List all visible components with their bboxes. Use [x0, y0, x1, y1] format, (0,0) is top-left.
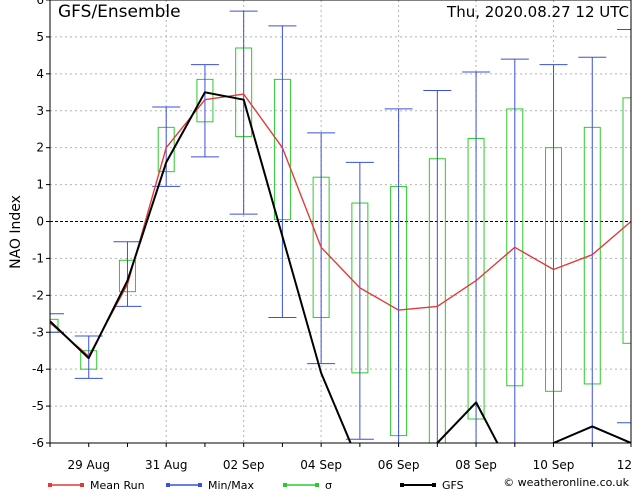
y-tick-label: 2 — [36, 141, 44, 155]
y-tick-label: 1 — [36, 178, 44, 192]
y-tick-label: 6 — [36, 0, 44, 7]
legend-marker — [80, 483, 84, 487]
x-tick-label: 29 Aug — [67, 458, 110, 472]
x-tick-label: 06 Sep — [378, 458, 420, 472]
legend-label: GFS — [442, 479, 464, 490]
y-tick-label: -5 — [32, 399, 44, 413]
sigma-box — [622, 97, 631, 344]
legend-marker — [166, 483, 170, 487]
x-tick-label: 10 Sep — [533, 458, 575, 472]
minmax-bars — [50, 10, 631, 443]
y-tick-label: 4 — [36, 67, 44, 81]
y-tick-label: 0 — [36, 215, 44, 229]
y-tick-label: -4 — [32, 362, 44, 376]
y-tick-label: -3 — [32, 325, 44, 339]
legend-marker — [198, 483, 202, 487]
x-tick-label: 31 Aug — [145, 458, 188, 472]
legend: Mean Run Min/Max σ GFS — [48, 479, 464, 490]
x-tick-label: 04 Sep — [300, 458, 342, 472]
y-tick-label: 3 — [36, 104, 44, 118]
legend-marker — [48, 483, 52, 487]
legend-marker — [432, 483, 436, 487]
mean-run-series — [50, 93, 631, 357]
y-tick-label: -2 — [32, 288, 44, 302]
gfs-line — [50, 91, 631, 443]
legend-marker — [315, 483, 319, 487]
x-tick-label: 12 — [617, 458, 632, 472]
credit: © weatheronline.co.uk — [503, 476, 629, 489]
legend-label: σ — [325, 479, 332, 490]
y-axis-title: NAO Index — [8, 195, 24, 269]
chart-title: GFS/Ensemble — [58, 2, 181, 22]
sigma-boxes — [50, 47, 631, 443]
run-date: Thu, 2020.08.27 12 UTC — [446, 3, 629, 21]
legend-label: Min/Max — [208, 479, 254, 490]
x-tick-label: 08 Sep — [455, 458, 497, 472]
mean-run-line — [50, 93, 631, 357]
legend-marker — [283, 483, 287, 487]
x-tick-label: 02 Sep — [223, 458, 265, 472]
legend-label: Mean Run — [90, 479, 145, 490]
legend-marker — [400, 483, 404, 487]
y-tick-label: -6 — [32, 436, 44, 450]
sigma-box — [50, 318, 59, 333]
y-tick-label: -1 — [32, 251, 44, 265]
y-tick-label: 5 — [36, 30, 44, 44]
gfs-series — [50, 91, 631, 443]
